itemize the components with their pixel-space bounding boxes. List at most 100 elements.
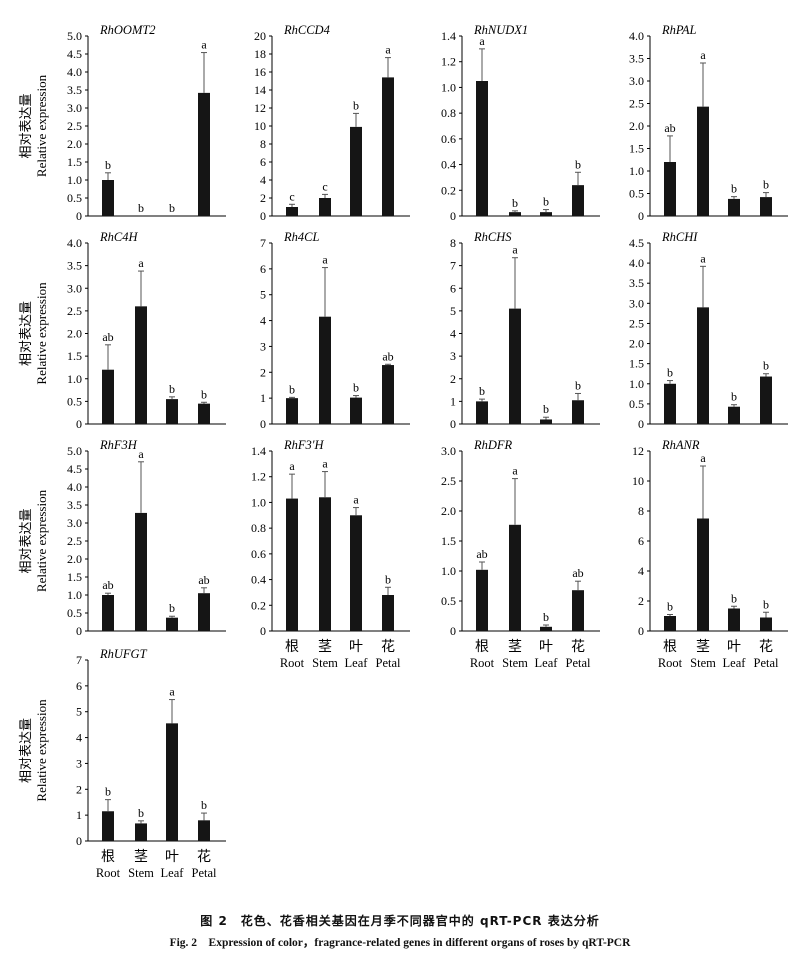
panel-title: RhCCD4 — [283, 23, 330, 37]
y-tick-label: 0 — [450, 209, 456, 223]
y-tick-label: 0.8 — [251, 521, 266, 535]
y-tick-label: 0.2 — [251, 598, 266, 612]
y-axis-label-cn: 相对表达量 — [19, 508, 34, 573]
significance-letter: b — [731, 390, 737, 404]
significance-letter: b — [138, 201, 144, 215]
significance-letter: b — [667, 600, 673, 614]
significance-letter: ab — [102, 578, 113, 592]
y-tick-label: 20 — [254, 29, 266, 43]
bar — [540, 419, 552, 424]
bar — [697, 518, 709, 631]
y-tick-label: 2.0 — [441, 504, 456, 518]
y-tick-label: 3 — [450, 349, 456, 363]
y-tick-label: 0 — [638, 209, 644, 223]
panel-title: RhDFR — [473, 438, 513, 452]
y-tick-label: 6 — [638, 534, 644, 548]
significance-letter: b — [543, 610, 549, 624]
y-axis-label-en: Relative expression — [34, 74, 49, 177]
bar — [198, 593, 210, 631]
y-tick-label: 0.5 — [67, 191, 82, 205]
y-tick-label: 5 — [450, 304, 456, 318]
panel-title: RhF3H — [99, 438, 138, 452]
significance-letter: b — [105, 785, 111, 799]
significance-letter: b — [543, 195, 549, 209]
y-tick-label: 12 — [254, 101, 266, 115]
y-tick-label: 1.5 — [629, 357, 644, 371]
category-label-cn: 茎 — [318, 639, 332, 655]
y-tick-label: 3.5 — [67, 83, 82, 97]
y-tick-label: 1.5 — [67, 349, 82, 363]
bar — [760, 376, 772, 424]
panel-title: RhOOMT2 — [99, 23, 156, 37]
bar — [319, 316, 331, 424]
significance-letter: b — [763, 597, 769, 611]
bar — [135, 823, 147, 841]
y-tick-label: 2 — [260, 365, 266, 379]
bar — [728, 198, 740, 216]
bar — [697, 106, 709, 216]
category-label-cn: 茎 — [508, 639, 522, 655]
category-label-cn: 花 — [197, 849, 211, 865]
bar — [664, 162, 676, 216]
significance-letter: ab — [572, 566, 583, 580]
y-tick-label: 8 — [638, 504, 644, 518]
category-label-cn: 根 — [101, 849, 115, 865]
y-tick-label: 3.0 — [629, 296, 644, 310]
significance-letter: ab — [476, 547, 487, 561]
category-label-cn: 根 — [285, 639, 299, 655]
y-axis-label-en: Relative expression — [34, 489, 49, 592]
bar — [350, 515, 362, 631]
y-tick-label: 12 — [632, 444, 644, 458]
category-label-en: Leaf — [345, 656, 369, 670]
bar — [382, 77, 394, 217]
significance-letter: b — [138, 806, 144, 820]
bar — [509, 212, 521, 216]
y-tick-label: 2.0 — [629, 337, 644, 351]
category-label-en: Petal — [192, 866, 218, 880]
y-tick-label: 1 — [260, 391, 266, 405]
y-tick-label: 0.4 — [441, 158, 456, 172]
bar — [476, 569, 488, 631]
panel-title: RhUFGT — [99, 647, 148, 661]
bar — [135, 512, 147, 631]
significance-letter: a — [289, 459, 295, 473]
category-label-en: Stem — [312, 656, 338, 670]
y-tick-label: 3.0 — [67, 101, 82, 115]
significance-letter: a — [201, 38, 207, 52]
y-tick-label: 4.5 — [67, 462, 82, 476]
panel-title: RhCHI — [661, 230, 698, 244]
y-tick-label: 1.5 — [67, 155, 82, 169]
y-tick-label: 4 — [76, 731, 82, 745]
bar — [286, 398, 298, 424]
y-tick-label: 2.5 — [67, 119, 82, 133]
y-tick-label: 1.5 — [441, 534, 456, 548]
y-tick-label: 2.5 — [629, 97, 644, 111]
significance-letter: c — [289, 189, 294, 203]
significance-letter: a — [322, 457, 328, 471]
y-tick-label: 0 — [76, 624, 82, 638]
y-tick-label: 7 — [260, 236, 266, 250]
significance-letter: b — [289, 382, 295, 396]
y-tick-label: 6 — [260, 155, 266, 169]
y-tick-label: 3.0 — [441, 444, 456, 458]
significance-letter: b — [575, 157, 581, 171]
bar — [286, 498, 298, 631]
significance-letter: b — [731, 182, 737, 196]
bar — [102, 180, 114, 216]
y-tick-label: 14 — [254, 83, 266, 97]
bar — [572, 590, 584, 631]
y-tick-label: 8 — [450, 236, 456, 250]
y-tick-label: 4 — [450, 327, 456, 341]
y-tick-label: 10 — [632, 474, 644, 488]
significance-letter: b — [575, 378, 581, 392]
significance-letter: b — [169, 382, 175, 396]
significance-letter: b — [169, 201, 175, 215]
y-tick-label: 6 — [450, 281, 456, 295]
y-tick-label: 1.0 — [629, 377, 644, 391]
y-axis-label-en: Relative expression — [34, 282, 49, 385]
bar — [760, 197, 772, 216]
panel-title: RhC4H — [99, 230, 138, 244]
